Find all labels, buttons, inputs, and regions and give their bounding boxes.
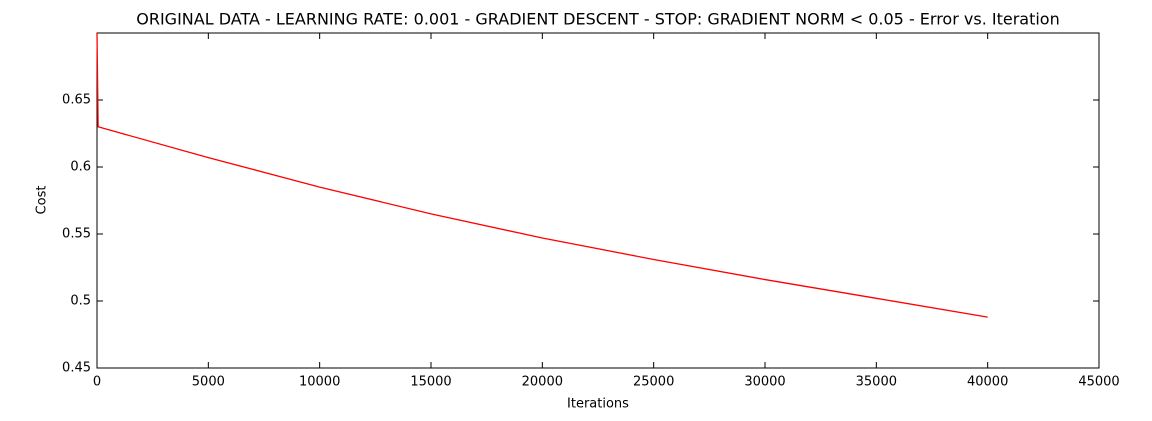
plot-frame: [96, 32, 1100, 369]
y-tick-label: 0.55: [62, 227, 91, 242]
line: [96, 32, 988, 318]
x-tick-label: 0: [93, 375, 101, 390]
x-tick-label: 40000: [967, 375, 1008, 390]
x-tick-label: 5000: [192, 375, 225, 390]
y-tick-label: 0.6: [70, 160, 91, 175]
x-tick-label: 10000: [299, 375, 340, 390]
x-tick-label: 45000: [1078, 375, 1119, 390]
y-axis-label: Cost: [35, 186, 50, 215]
x-tick-label: 25000: [633, 375, 674, 390]
y-tick-label: 0.45: [62, 361, 91, 376]
x-tick-label: 35000: [856, 375, 897, 390]
x-tick-label: 20000: [522, 375, 563, 390]
y-tick-label: 0.5: [70, 294, 91, 309]
y-tick-label: 0.65: [62, 93, 91, 108]
x-tick-label: 15000: [410, 375, 451, 390]
x-tick-label: 30000: [744, 375, 785, 390]
chart-title: ORIGINAL DATA - LEARNING RATE: 0.001 - G…: [136, 10, 1059, 29]
x-axis-label: Iterations: [567, 397, 629, 412]
